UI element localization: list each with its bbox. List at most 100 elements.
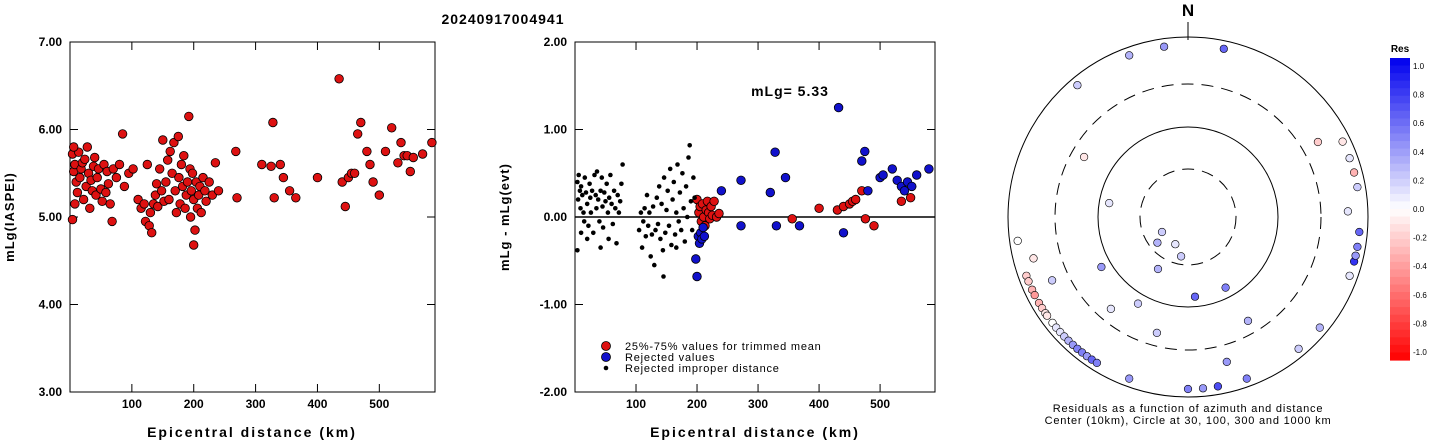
point-improper xyxy=(598,245,603,250)
legend-marker-trimmed xyxy=(601,341,611,351)
residual-point xyxy=(1355,227,1364,237)
x-tick-label: 100 xyxy=(626,397,646,411)
point-improper xyxy=(669,242,674,248)
legend-label-improper: Rejected improper distance xyxy=(625,363,780,375)
data-point xyxy=(85,203,95,214)
point-improper xyxy=(650,204,656,209)
point-improper xyxy=(600,225,606,230)
data-point xyxy=(231,146,241,157)
point-improper xyxy=(674,210,679,215)
data-point xyxy=(165,146,175,157)
data-point xyxy=(190,225,200,235)
residual-point xyxy=(1353,242,1362,251)
point-improper xyxy=(584,201,590,207)
data-point xyxy=(156,186,167,196)
data-point xyxy=(91,190,101,200)
data-point xyxy=(188,240,199,250)
colorbar-segment xyxy=(1390,284,1410,293)
panel-2-points xyxy=(575,102,934,282)
data-point xyxy=(857,156,867,166)
residual-point xyxy=(1133,299,1143,308)
data-point xyxy=(692,271,702,282)
x-tick-label: 500 xyxy=(870,397,890,411)
x-tick-label: 300 xyxy=(748,397,768,411)
point-improper xyxy=(578,184,584,189)
point-improper xyxy=(595,197,601,202)
residual-point xyxy=(1097,262,1106,272)
residual-point xyxy=(1073,81,1082,90)
point-improper xyxy=(687,143,692,148)
data-point xyxy=(833,102,844,113)
data-point xyxy=(353,129,363,139)
colorbar-segment xyxy=(1390,171,1410,180)
point-improper xyxy=(641,219,646,224)
data-point xyxy=(185,212,196,222)
residual-point xyxy=(1153,238,1162,247)
data-point xyxy=(787,214,797,224)
data-point xyxy=(78,194,89,205)
y-tick-label: 0.00 xyxy=(544,210,568,224)
data-point xyxy=(97,196,107,207)
x-tick-label: 500 xyxy=(369,397,389,411)
data-point xyxy=(146,227,157,238)
point-improper xyxy=(587,181,592,187)
residual-point xyxy=(1125,374,1134,383)
residual-point xyxy=(1029,254,1038,263)
data-point xyxy=(278,172,289,183)
point-improper xyxy=(603,199,608,204)
residual-point xyxy=(1152,328,1161,338)
point-improper xyxy=(685,214,690,220)
point-improper xyxy=(605,210,611,215)
y-tick-label: 7.00 xyxy=(39,35,63,49)
colorbar-title: Res xyxy=(1391,44,1410,55)
colorbar-tick-label: -1.0 xyxy=(1413,348,1427,357)
data-point xyxy=(780,172,791,183)
data-point xyxy=(187,168,198,179)
point-improper xyxy=(636,227,642,233)
point-improper xyxy=(692,195,697,200)
point-improper xyxy=(658,236,663,242)
polar-subtitle: Center (10km), Circle at 30, 100, 300 an… xyxy=(1045,415,1332,427)
data-point xyxy=(365,159,375,170)
point-improper xyxy=(671,179,677,185)
residual-point xyxy=(1153,264,1163,274)
data-point xyxy=(736,221,746,231)
residual-point xyxy=(1106,304,1115,314)
data-point xyxy=(716,186,727,196)
data-point xyxy=(232,193,242,203)
residual-point xyxy=(1349,168,1359,177)
distance-ring xyxy=(1097,126,1279,308)
colorbar-tick-label: 0.0 xyxy=(1413,205,1425,214)
data-point xyxy=(213,186,224,196)
colorbar-segment xyxy=(1390,299,1410,308)
colorbar-tick-label: 1.0 xyxy=(1413,62,1425,71)
colorbar-tick-label: 0.6 xyxy=(1413,119,1425,128)
point-improper xyxy=(645,223,651,229)
data-point xyxy=(838,228,849,238)
data-point xyxy=(82,142,93,152)
point-improper xyxy=(613,206,618,211)
colorbar-segment xyxy=(1390,110,1410,119)
data-point xyxy=(68,142,79,152)
residual-point xyxy=(1079,152,1089,162)
panel-2-ticks: 100 200 300 400 500 -2.00 -1.00 0.00 1.00 2.00 xyxy=(540,35,935,411)
point-improper xyxy=(610,221,616,227)
point-improper xyxy=(593,192,598,198)
point-improper xyxy=(577,188,583,194)
point-improper xyxy=(620,162,625,167)
point-improper xyxy=(599,175,605,180)
y-tick-label: 3.00 xyxy=(39,385,63,399)
data-point xyxy=(284,186,295,196)
point-improper xyxy=(661,274,666,279)
colorbar-segment xyxy=(1390,224,1410,233)
point-improper xyxy=(584,236,590,242)
data-point xyxy=(153,201,163,212)
colorbar-segment xyxy=(1390,95,1410,104)
data-point xyxy=(201,196,211,207)
point-improper xyxy=(575,248,580,253)
data-point xyxy=(101,187,111,198)
residual-point xyxy=(1353,183,1362,192)
colorbar-segment xyxy=(1390,133,1410,142)
data-point xyxy=(266,161,276,172)
y-tick-label: 6.00 xyxy=(39,123,63,137)
